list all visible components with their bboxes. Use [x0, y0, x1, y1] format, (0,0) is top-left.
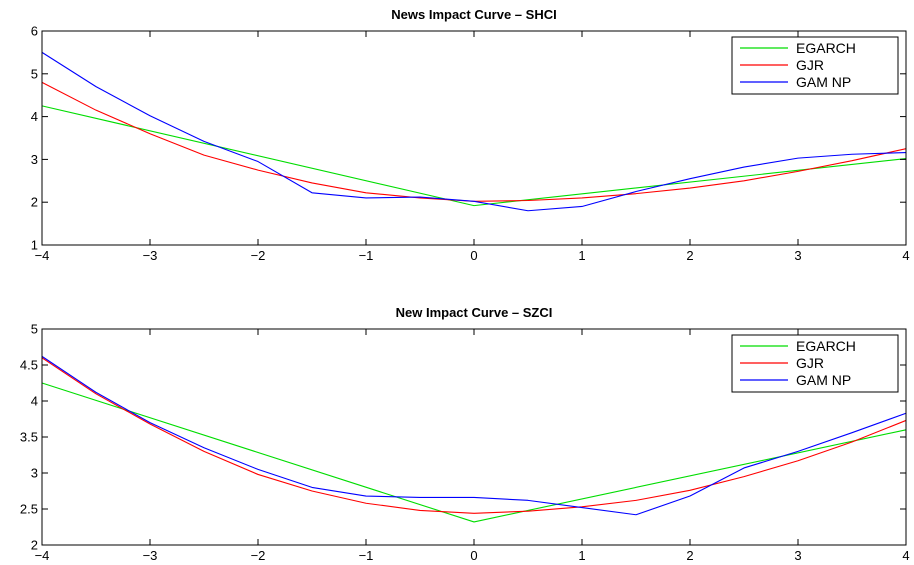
x-tick-label: −1 [359, 548, 374, 563]
y-tick-label: 1 [31, 238, 38, 253]
x-tick-label: −4 [35, 548, 50, 563]
chart-panel-1: News Impact Curve – SHCI −4 −3 −2 −1 0 1 2 3 4 1 2 3… [31, 7, 910, 263]
x-tick-label: −2 [251, 248, 266, 263]
y-tick-label: 3 [31, 466, 38, 481]
series-line-egarch [41, 382, 907, 523]
chart-panel-2: New Impact Curve – SZCI −4 −3 −2 −1 0 1 2 3 4 2 2.5… [20, 305, 910, 563]
x-tick-label: 4 [902, 548, 909, 563]
chart-title: News Impact Curve – SHCI [391, 7, 556, 22]
y-tick-label: 4 [31, 109, 38, 124]
x-tick-label: −2 [251, 548, 266, 563]
legend-label: GJR [796, 57, 824, 73]
y-tick-label: 4 [31, 394, 38, 409]
series-line-gjr [41, 81, 907, 202]
x-tick-label: 2 [686, 548, 693, 563]
x-tick-label: −1 [359, 248, 374, 263]
x-tick-label: 4 [902, 248, 909, 263]
y-tick-label: 2 [31, 195, 38, 210]
legend-label: GAM NP [796, 74, 851, 90]
series-line-gam-np [41, 51, 907, 212]
y-tick-label: 4.5 [20, 358, 38, 373]
series-line-egarch [41, 105, 907, 207]
x-tick-label: 0 [470, 548, 477, 563]
x-tick-label: 1 [578, 248, 585, 263]
series-line-gjr [41, 357, 907, 514]
legend-label: EGARCH [796, 40, 856, 56]
x-tick-label: 3 [794, 248, 801, 263]
x-tick-label: 2 [686, 248, 693, 263]
legend-label: GJR [796, 355, 824, 371]
x-tick-label: −3 [143, 248, 158, 263]
y-tick-label: 3.5 [20, 430, 38, 445]
x-tick-label: 0 [470, 248, 477, 263]
legend-label: GAM NP [796, 372, 851, 388]
series-line-gam-np [41, 355, 907, 516]
legend-label: EGARCH [796, 338, 856, 354]
y-tick-label: 2 [31, 538, 38, 553]
x-tick-label: −4 [35, 248, 50, 263]
y-tick-label: 6 [31, 24, 38, 39]
y-tick-label: 2.5 [20, 502, 38, 517]
x-tick-label: −3 [143, 548, 158, 563]
chart-title: New Impact Curve – SZCI [396, 305, 553, 320]
y-tick-label: 5 [31, 66, 38, 81]
x-tick-label: 3 [794, 548, 801, 563]
x-tick-label: 1 [578, 548, 585, 563]
y-tick-label: 3 [31, 152, 38, 167]
y-tick-label: 5 [31, 322, 38, 337]
